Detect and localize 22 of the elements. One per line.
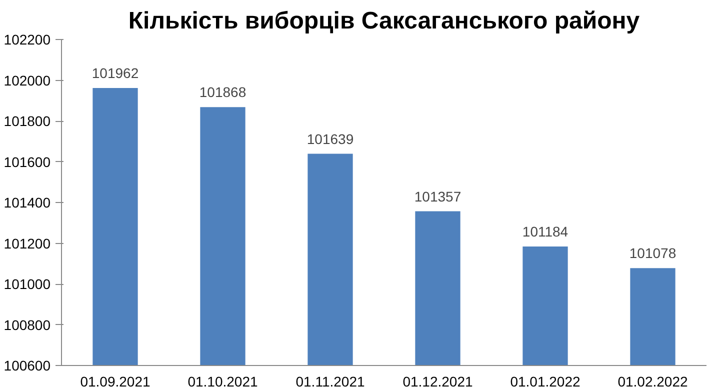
x-tick-label: 01.02.2022 [618, 374, 688, 389]
x-tick-label: 01.09.2021 [80, 374, 150, 389]
y-tick-label: 102000 [4, 72, 51, 88]
y-tick-label: 101600 [4, 154, 51, 170]
y-tick-label: 102200 [4, 32, 51, 48]
y-tick-label: 101200 [4, 235, 51, 252]
data-label: 101962 [92, 64, 139, 81]
x-tick-label: 01.10.2021 [188, 374, 258, 389]
y-tick-label: 101000 [4, 276, 51, 292]
x-tick-label: 01.11.2021 [296, 374, 365, 389]
x-tick-label: 01.12.2021 [402, 374, 473, 389]
chart-title: Кількість виборців Саксаганського району [128, 8, 640, 34]
data-label: 101868 [199, 84, 246, 100]
y-tick-label: 101400 [4, 194, 51, 210]
data-label: 101184 [522, 224, 568, 240]
y-tick-label: 101800 [4, 113, 51, 129]
data-label: 101639 [306, 130, 354, 147]
data-label: 101078 [629, 245, 676, 262]
y-tick-label: 100600 [4, 358, 51, 374]
y-tick-label: 100800 [4, 316, 51, 333]
data-label: 101357 [414, 188, 462, 204]
x-tick-label: 01.01.2022 [510, 374, 580, 389]
